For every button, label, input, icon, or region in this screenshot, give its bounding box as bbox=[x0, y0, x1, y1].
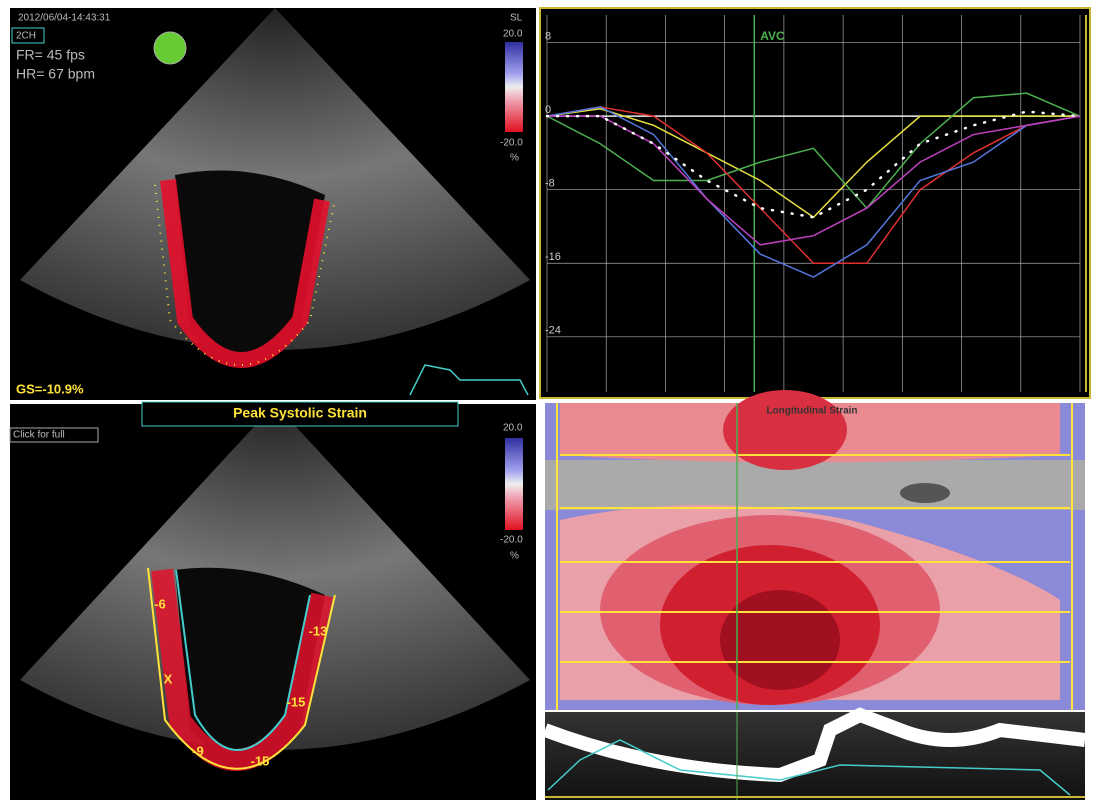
global-strain: GS=-10.9% bbox=[16, 381, 84, 396]
heart-rate: HR= 67 bpm bbox=[16, 66, 95, 82]
strain-curve bbox=[547, 115, 1081, 246]
avc-label: AVC bbox=[760, 29, 785, 43]
bottom-ultrasound: Peak Systolic Strain Click for full 20.0… bbox=[9, 401, 536, 800]
scale-max: 20.0 bbox=[503, 423, 523, 434]
scale-unit: % bbox=[510, 153, 519, 164]
y-tick-label: 0 bbox=[545, 104, 551, 116]
y-tick-label: -16 bbox=[545, 251, 561, 263]
scale-max: 20.0 bbox=[503, 29, 523, 40]
segment-label: -15 bbox=[251, 753, 270, 768]
scale-title: SL bbox=[510, 13, 523, 24]
strain-curve bbox=[546, 106, 1081, 278]
y-tick-label: -8 bbox=[545, 178, 555, 190]
scale-unit: % bbox=[510, 551, 519, 562]
top-ultrasound: 2012/06/04-14:43:31 2CH FR= 45 fps HR= 6… bbox=[10, 8, 536, 400]
scale-min: -20.0 bbox=[500, 138, 523, 149]
segment-label: -9 bbox=[192, 743, 204, 758]
segment-label: -15 bbox=[287, 694, 306, 709]
map-title: Longitudinal Strain bbox=[766, 406, 857, 417]
strain-curve bbox=[546, 92, 1081, 210]
y-tick-label: -24 bbox=[545, 325, 561, 337]
timestamp: 2012/06/04-14:43:31 bbox=[18, 13, 111, 24]
strain-map: Longitudinal Strain bbox=[545, 390, 1085, 710]
strain-curve bbox=[546, 106, 1081, 265]
segment-label: -6 bbox=[154, 596, 166, 611]
segment-label: -13 bbox=[309, 623, 328, 638]
full-button[interactable] bbox=[9, 427, 99, 443]
strain-curve bbox=[545, 110, 1082, 219]
scale-min: -20.0 bbox=[500, 535, 523, 546]
mmode-strip bbox=[542, 707, 1086, 800]
panel-title: Peak Systolic Strain bbox=[233, 405, 367, 421]
strain-chart: 8 0 -8 -16 -24 AVC bbox=[539, 7, 1091, 399]
view-label: 2CH bbox=[16, 31, 36, 42]
y-tick-label: 8 bbox=[545, 30, 551, 42]
frame-rate: FR= 45 fps bbox=[16, 47, 85, 63]
segment-label: X bbox=[164, 671, 173, 686]
full-button-label[interactable]: Click for full bbox=[13, 430, 65, 441]
